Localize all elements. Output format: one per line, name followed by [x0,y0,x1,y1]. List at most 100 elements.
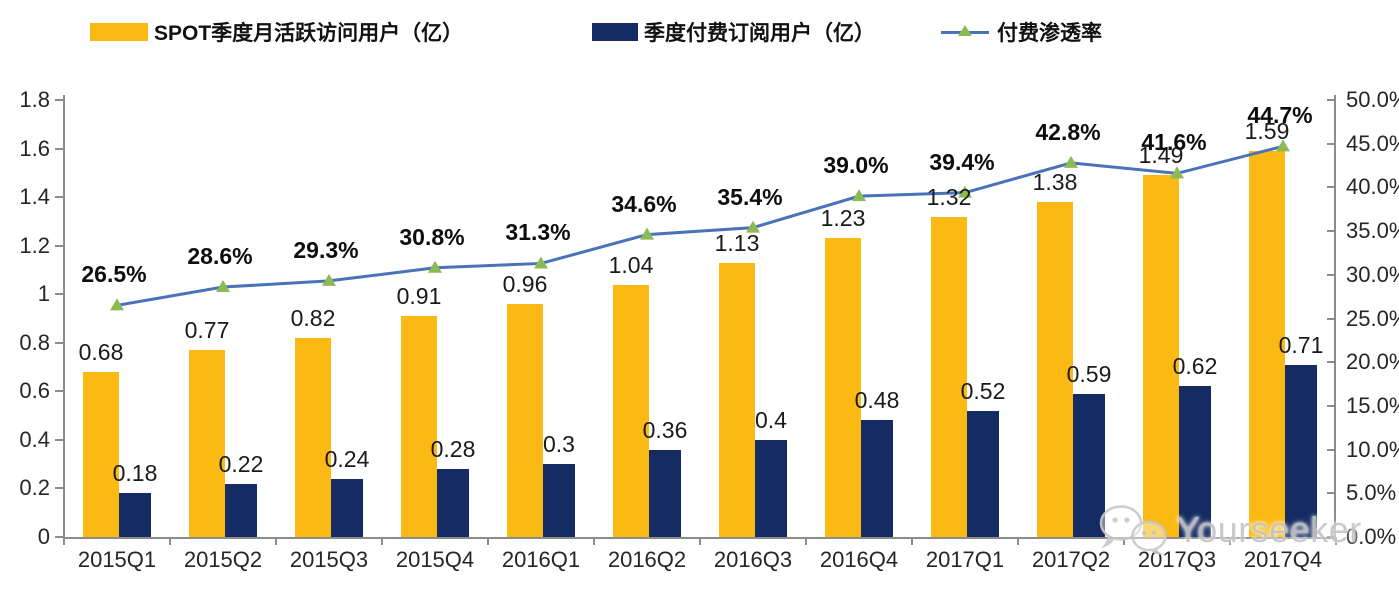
y-axis-right-tick-label: 35.0% [1346,218,1399,244]
y-axis-right-tick [1327,99,1336,101]
bar-label-mau: 0.96 [502,270,548,297]
y-axis-left-tick-label: 1.4 [19,184,50,210]
penetration-rate-label: 31.3% [505,219,571,246]
bar-label-subscribers: 0.22 [218,450,264,477]
bar-subscribers [437,469,469,537]
bar-label-mau: 1.59 [1244,117,1290,144]
x-tick-label: 2017Q4 [1243,547,1323,572]
penetration-rate-label: 30.8% [399,223,465,250]
y-axis-left-tick [55,196,64,199]
y-axis-right [1334,95,1336,539]
x-axis-tick [63,537,65,545]
bar-label-subscribers: 0.52 [960,377,1006,404]
y-axis-right-tick-label: 40.0% [1346,174,1399,200]
legend-label-mau: SPOT季度月活跃访问用户（亿） [154,22,464,45]
y-axis-right-tick-label: 25.0% [1346,305,1399,331]
y-axis-left-tick-label: 0.2 [19,475,50,501]
penetration-rate-label: 35.4% [717,183,783,210]
bar-mau [1143,175,1179,537]
x-tick-label: 2017Q2 [1031,547,1111,572]
y-axis-left-tick [55,487,64,490]
y-axis-left-tick [55,390,64,393]
bar-subscribers [331,478,363,537]
y-axis-left-tick [55,293,64,296]
y-axis-left-tick [55,536,64,538]
x-axis-tick [1017,537,1019,545]
bar-subscribers [225,483,257,537]
bar-label-subscribers: 0.59 [1066,360,1112,387]
bar-subscribers [1073,393,1105,537]
y-axis-right-tick [1327,404,1336,407]
x-axis-tick [1123,537,1125,545]
bar-label-subscribers: 0.28 [430,436,476,463]
x-tick-label: 2015Q4 [395,547,475,572]
bar-label-mau: 1.13 [714,229,760,256]
x-axis-tick [169,537,171,545]
penetration-rate-label: 28.6% [187,243,253,270]
y-axis-right-tick [1327,361,1336,364]
y-axis-right-tick [1327,142,1336,145]
watermark: Yourseeker [1094,500,1362,560]
penetration-rate-label: 42.8% [1035,118,1101,145]
y-axis-left-tick-label: 0.8 [19,329,50,355]
x-axis-tick [1229,537,1231,545]
y-axis-left-tick-label: 1.2 [19,232,50,258]
triangle-marker-icon [1170,166,1184,179]
penetration-rate-label: 39.4% [929,148,995,175]
penetration-rate-label: 39.0% [823,152,889,179]
bar-subscribers [755,439,787,537]
penetration-rate-label: 26.5% [81,261,147,288]
bar-mau [401,316,437,537]
bar-label-mau: 1.38 [1032,168,1078,195]
x-axis-tick [487,537,489,545]
y-axis-left-tick-label: 1.6 [19,135,50,161]
triangle-marker-icon [852,189,866,202]
y-axis-left-tick [55,438,64,441]
y-axis-right-tick-label: 45.0% [1346,130,1399,156]
x-axis-tick [275,537,277,545]
bar-label-subscribers: 0.71 [1278,331,1324,358]
triangle-marker-icon [1276,139,1290,152]
bar-label-mau: 1.49 [1138,142,1184,169]
x-tick-label: 2016Q4 [819,547,899,572]
x-tick-label: 2015Q1 [77,547,157,572]
x-axis-tick [805,537,807,545]
y-axis-right-tick-label: 10.0% [1346,436,1399,462]
triangle-marker-icon [534,256,548,269]
bar-subscribers [1285,364,1317,537]
triangle-marker-icon [110,298,124,311]
legend-item-subscribers: 季度付费订阅用户（亿） [592,18,875,46]
y-axis-right-tick-label: 50.0% [1346,87,1399,112]
legend-line-marker-sample [941,23,989,41]
bar-mau [189,350,225,537]
triangle-marker-icon [958,185,972,198]
x-axis-tick [381,537,383,545]
bar-mau [931,216,967,537]
bar-label-mau: 1.23 [820,205,866,232]
legend-triangle-marker-icon [958,25,972,36]
y-axis-right-tick [1327,317,1336,320]
legend-item-penetration: 付费渗透率 [941,18,1102,46]
y-axis-left-tick-label: 0 [37,524,50,549]
penetration-rate-label: 34.6% [611,190,677,217]
bar-label-mau: 0.68 [78,338,124,365]
triangle-marker-icon [428,260,442,273]
bar-label-subscribers: 0.48 [854,387,900,414]
x-axis-tick [699,537,701,545]
y-axis-left-tick-label: 1 [37,281,50,307]
y-axis-right-tick [1327,273,1336,276]
x-axis-tick [1335,537,1337,545]
y-axis-right-tick [1327,230,1336,233]
bar-mau [83,371,119,537]
y-axis-left-tick [55,99,64,101]
x-tick-label: 2015Q3 [289,547,369,572]
bar-label-subscribers: 0.24 [324,445,370,472]
bar-label-subscribers: 0.3 [543,431,575,458]
bar-label-subscribers: 0.18 [112,460,158,487]
bar-mau [1249,150,1285,537]
x-tick-label: 2015Q2 [183,547,263,572]
triangle-marker-icon [322,273,336,286]
bar-subscribers [861,420,893,537]
